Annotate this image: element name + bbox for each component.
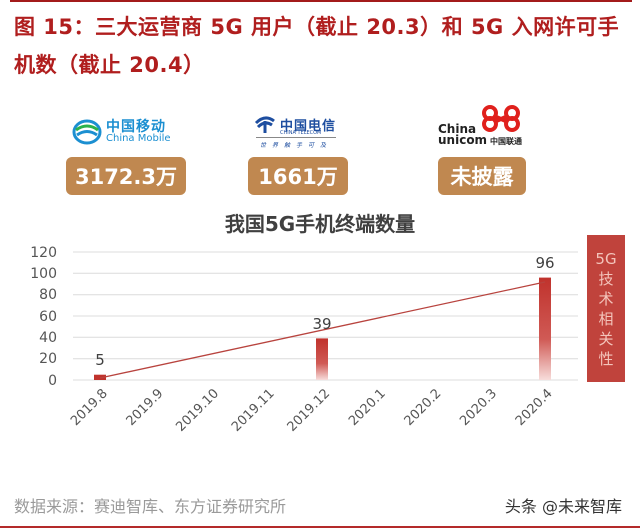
- china-mobile-icon: [72, 119, 102, 145]
- x-label: 2020.1: [346, 386, 389, 429]
- x-label: 2019.9: [124, 386, 167, 429]
- figure-title-line2: 机数（截止 20.4）: [14, 53, 205, 77]
- china-mobile-logo: 中国移动 China Mobile: [72, 116, 182, 148]
- china-mobile-users-badge: 3172.3万: [66, 157, 186, 195]
- china-telecom-slogan: 世界触手可及: [260, 142, 333, 149]
- top-rule: [10, 0, 632, 2]
- china-unicom-knot-icon: [482, 105, 520, 132]
- x-label: 2019.10: [173, 386, 222, 435]
- chart-title: 我国5G手机终端数量: [224, 212, 416, 236]
- china-mobile-name-en: China Mobile: [106, 133, 171, 144]
- data-labels: 5 39 96: [95, 254, 554, 369]
- figure-title-line1: 图 15：三大运营商 5G 用户（截止 20.3）和 5G 入网许可手: [14, 15, 620, 39]
- side-label-char: 技: [598, 270, 614, 288]
- china-unicom-users-badge: 未披露: [438, 157, 526, 195]
- side-label-char: 性: [598, 350, 614, 368]
- figure-title: 图 15：三大运营商 5G 用户（截止 20.3）和 5G 入网许可手 机数（截…: [14, 8, 634, 84]
- bar-chart: 120 100 80 60 40 20 0 5 39 96 2019.8 2019…: [30, 245, 578, 435]
- label-2019-8: 5: [95, 351, 105, 369]
- china-unicom-name-en-1: China: [438, 122, 477, 136]
- china-telecom-users-badge: 1661万: [248, 157, 348, 195]
- china-unicom-name-en-2: unicom: [438, 133, 488, 147]
- svg-text:80: 80: [39, 287, 57, 303]
- side-label-char: 关: [598, 330, 614, 348]
- svg-text:20: 20: [39, 351, 57, 367]
- watermark: 头条 @未来智库: [504, 497, 622, 516]
- china-telecom-divider: [256, 137, 336, 138]
- svg-text:40: 40: [39, 330, 57, 346]
- svg-text:100: 100: [30, 266, 57, 282]
- bar-2019-12: [316, 338, 328, 380]
- china-unicom-name-cn: 中国联通: [490, 137, 522, 146]
- side-label-char: 5G: [595, 250, 617, 268]
- side-label-char: 相: [598, 310, 614, 328]
- svg-text:0: 0: [48, 373, 57, 389]
- china-telecom-logo: 中国电信 CHINA TELECOM 世界触手可及: [254, 114, 349, 154]
- svg-text:60: 60: [39, 309, 57, 325]
- trendline: [99, 281, 546, 379]
- x-label: 2019.11: [229, 386, 278, 435]
- x-label: 2019.12: [285, 386, 334, 435]
- china-unicom-logo: China unicom 中国联通: [438, 104, 538, 150]
- x-label: 2020.3: [457, 386, 500, 429]
- label-2020-4: 96: [535, 254, 554, 272]
- y-axis-labels: 120 100 80 60 40 20 0: [30, 245, 57, 389]
- svg-text:120: 120: [30, 245, 57, 261]
- side-label-5g-relevance: 5G 技 术 相 关 性: [587, 235, 625, 382]
- x-axis-labels: 2019.8 2019.9 2019.10 2019.11 2019.12 2020.1 2…: [68, 386, 556, 435]
- x-label: 2020.4: [513, 386, 556, 429]
- x-label: 2020.2: [402, 386, 445, 429]
- label-2019-12: 39: [312, 315, 331, 333]
- side-label-char: 术: [598, 290, 614, 308]
- bottom-rule: [0, 526, 640, 528]
- gridlines: [73, 251, 578, 381]
- china-telecom-icon: [254, 116, 275, 133]
- china-telecom-name-en: CHINA TELECOM: [280, 130, 322, 136]
- data-source: 数据来源：赛迪智库、东方证券研究所: [14, 497, 287, 516]
- china-mobile-name-cn: 中国移动: [106, 119, 166, 135]
- bar-2020-4: [539, 277, 551, 380]
- x-label: 2019.8: [68, 386, 111, 429]
- china-telecom-name-cn: 中国电信: [280, 119, 337, 134]
